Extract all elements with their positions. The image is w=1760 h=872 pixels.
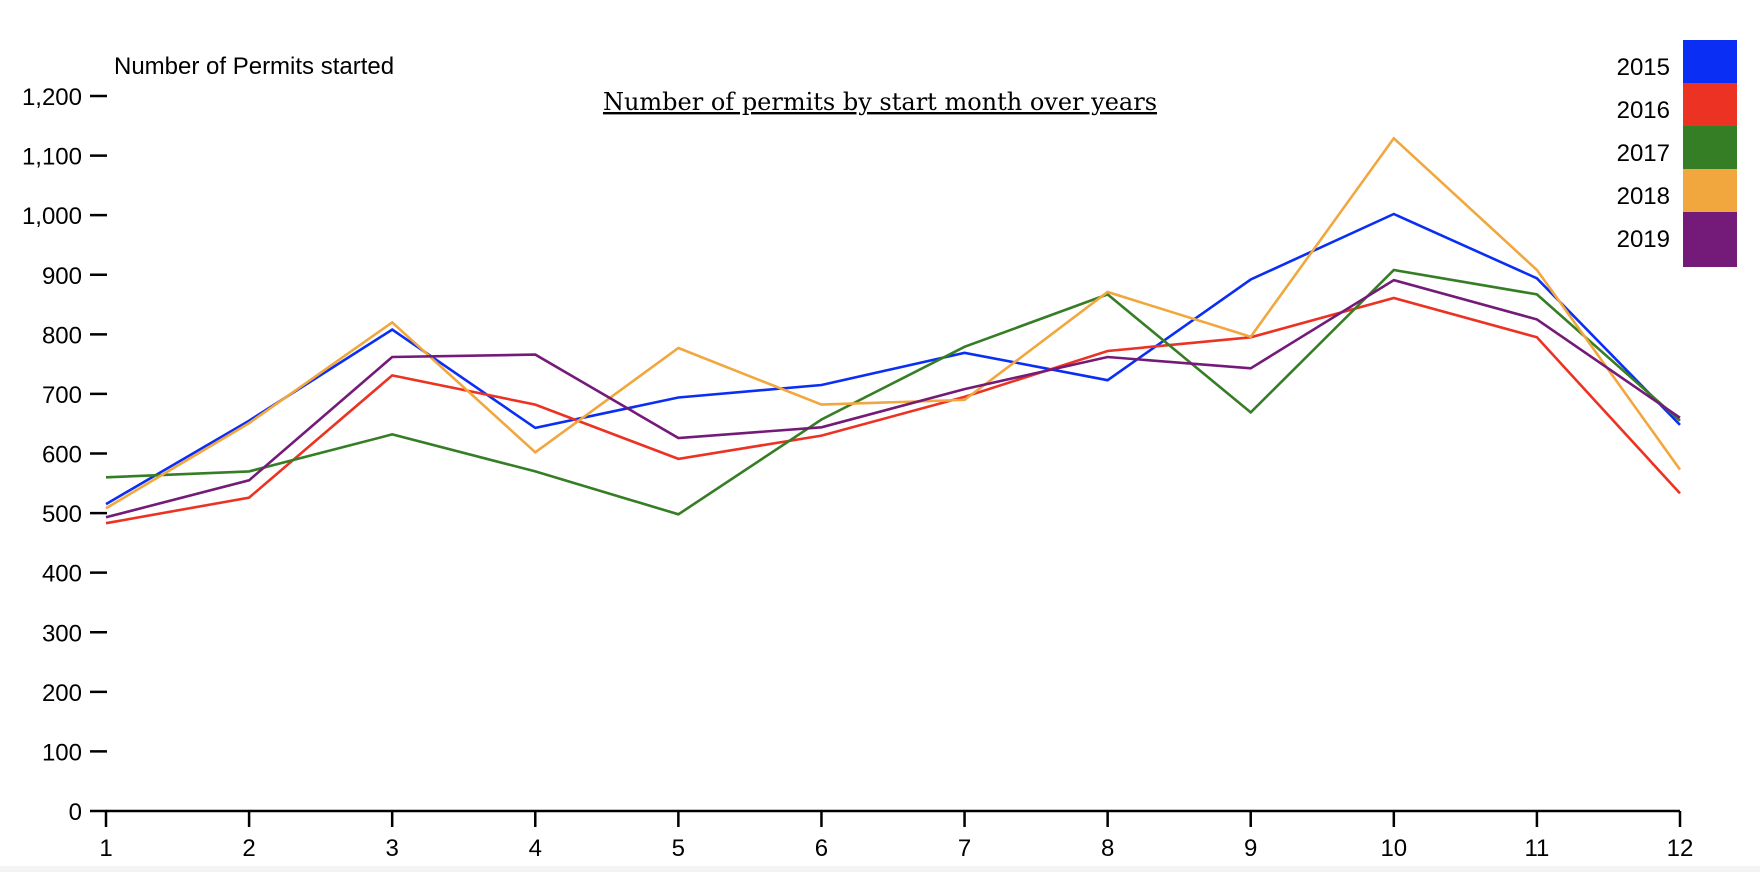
x-tick-label: 8 <box>1101 835 1114 862</box>
x-tick-label: 3 <box>386 835 399 862</box>
x-axis: 1 2 3 4 5 6 7 8 9 10 11 12 <box>99 809 1694 862</box>
legend-label-2016: 2016 <box>1617 97 1670 124</box>
y-axis: 0 100 200 300 400 500 600 700 800 900 1,000 1,100 1,… <box>22 84 107 826</box>
legend-label-2019: 2019 <box>1617 226 1670 253</box>
series-line-2017 <box>105 268 1681 516</box>
y-tick-label: 700 <box>42 382 82 409</box>
legend-label-2017: 2017 <box>1617 140 1670 167</box>
series-line-2015 <box>105 212 1681 506</box>
legend-label-2018: 2018 <box>1617 183 1670 210</box>
y-tick-label: 100 <box>42 739 82 766</box>
y-tick-label: 600 <box>42 442 82 469</box>
series-line-2019 <box>105 278 1681 519</box>
y-tick-label: 1,200 <box>22 84 82 111</box>
y-tick-label: 0 <box>69 799 82 826</box>
y-tick-label: 1,100 <box>22 144 82 171</box>
x-tick-label: 6 <box>815 835 828 862</box>
legend-swatch-2018 <box>1683 169 1737 213</box>
series-layer <box>105 136 1682 525</box>
y-tick-label: 500 <box>42 501 82 528</box>
bottom-strip <box>0 866 1760 872</box>
x-tick-label: 1 <box>99 835 112 862</box>
y-tick-label: 200 <box>42 680 82 707</box>
chart-title: Number of permits by start month over ye… <box>603 88 1157 116</box>
y-tick-label: 400 <box>42 561 82 588</box>
series-line-2018 <box>105 136 1682 510</box>
legend-label-2015: 2015 <box>1617 54 1670 81</box>
y-axis-title: Number of Permits started <box>114 53 394 80</box>
x-tick-label: 12 <box>1667 835 1694 862</box>
legend-swatch-2015 <box>1683 40 1737 84</box>
legend-swatch-2017 <box>1683 126 1737 170</box>
x-tick-label: 9 <box>1244 835 1257 862</box>
x-tick-label: 2 <box>242 835 255 862</box>
x-tick-label: 4 <box>529 835 542 862</box>
x-tick-label: 7 <box>958 835 971 862</box>
x-tick-label: 5 <box>672 835 685 862</box>
y-tick-label: 300 <box>42 620 82 647</box>
legend: 2015 2016 2017 2018 2019 <box>1617 40 1737 267</box>
series-line-2016 <box>105 296 1681 525</box>
x-tick-label: 11 <box>1524 835 1549 862</box>
y-tick-label: 1,000 <box>22 203 82 230</box>
y-tick-label: 900 <box>42 263 82 290</box>
legend-swatch-2019 <box>1683 212 1737 267</box>
x-tick-label: 10 <box>1380 835 1407 862</box>
y-tick-label: 800 <box>42 322 82 349</box>
legend-swatch-2016 <box>1683 83 1737 127</box>
